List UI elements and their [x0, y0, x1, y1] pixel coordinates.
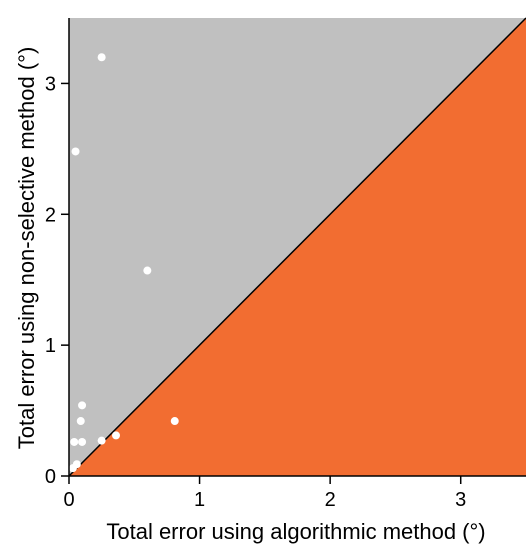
data-point: [68, 464, 77, 473]
x-tick-label: 3: [455, 489, 466, 511]
y-tick-label: 0: [45, 466, 56, 488]
y-axis-ticks: 0 1 2 3: [45, 73, 69, 488]
y-tick-label: 1: [45, 335, 56, 357]
y-tick-label: 3: [45, 73, 56, 95]
data-point: [76, 417, 85, 426]
x-tick-label: 0: [63, 489, 74, 511]
data-point: [97, 53, 106, 62]
x-axis-ticks: 0 1 2 3: [63, 476, 466, 511]
data-point: [143, 266, 152, 275]
data-points: [68, 53, 179, 473]
data-point: [70, 437, 79, 446]
diagonal-line: [68, 17, 526, 477]
data-point: [78, 401, 87, 410]
data-point: [112, 431, 121, 440]
y-tick-label: 2: [45, 204, 56, 226]
x-axis-label: Total error using algorithmic method (°): [106, 519, 485, 544]
x-tick-label: 2: [325, 489, 336, 511]
data-point: [97, 436, 106, 445]
x-tick-label: 1: [194, 489, 205, 511]
data-point: [78, 437, 87, 446]
data-point: [170, 417, 179, 426]
data-point: [71, 147, 80, 156]
y-axis-label: Total error using non-selective method (…: [14, 47, 39, 450]
